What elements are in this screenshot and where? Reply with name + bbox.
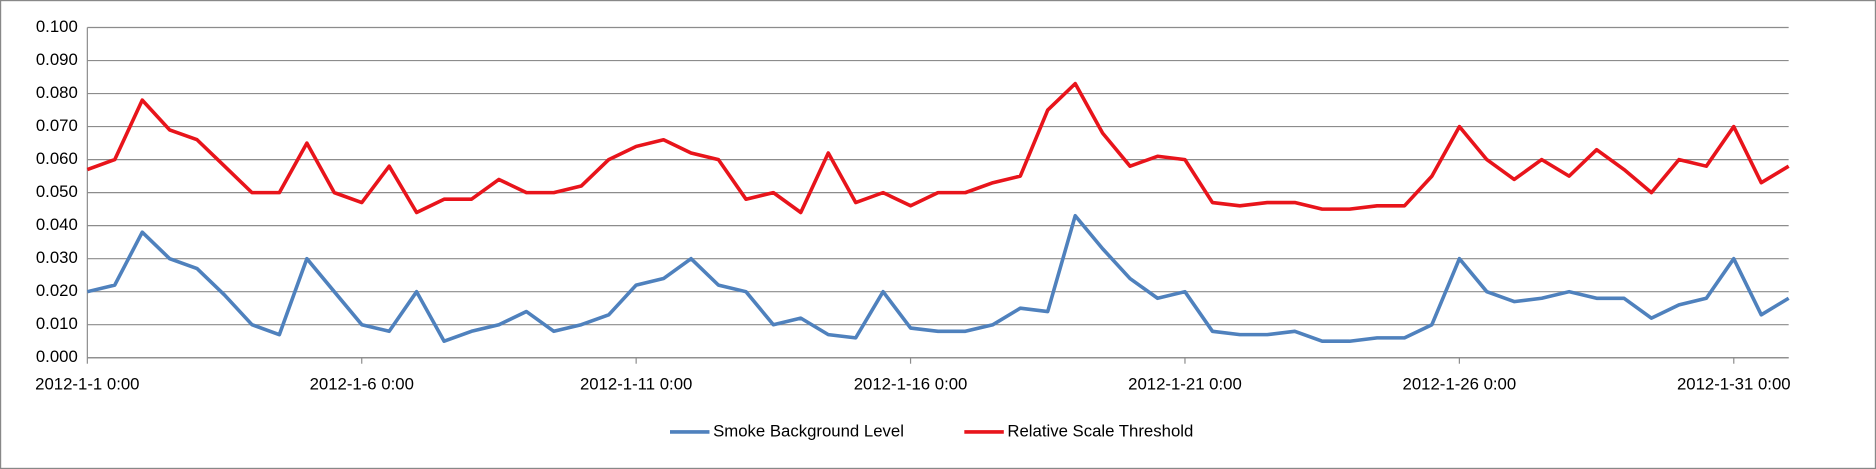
x-tick-label: 2012-1-6 0:00 <box>310 375 414 394</box>
x-tick-label: 2012-1-31 0:00 <box>1677 375 1791 394</box>
y-tick-label: 0.000 <box>36 347 78 366</box>
x-tick-label: 2012-1-16 0:00 <box>854 375 968 394</box>
y-tick-label: 0.070 <box>36 116 78 135</box>
legend-label: Smoke Background Level <box>713 421 904 440</box>
x-tick-label: 2012-1-26 0:00 <box>1403 375 1517 394</box>
y-tick-label: 0.100 <box>36 17 78 36</box>
series-line <box>86 213 1790 344</box>
legend-label: Relative Scale Threshold <box>1007 421 1193 440</box>
y-tick-label: 0.030 <box>36 248 78 267</box>
x-tick-label: 2012-1-1 0:00 <box>35 375 139 394</box>
y-tick-label: 0.080 <box>36 83 78 102</box>
y-tick-label: 0.020 <box>36 281 78 300</box>
x-tick-label: 2012-1-11 0:00 <box>580 375 692 394</box>
y-tick-label: 0.060 <box>36 149 78 168</box>
x-tick-label: 2012-1-21 0:00 <box>1128 375 1242 394</box>
series-line <box>86 81 1790 215</box>
y-tick-label: 0.090 <box>36 50 78 69</box>
y-tick-label: 0.040 <box>36 215 78 234</box>
y-tick-label: 0.050 <box>36 182 78 201</box>
y-tick-label: 0.010 <box>36 314 78 333</box>
